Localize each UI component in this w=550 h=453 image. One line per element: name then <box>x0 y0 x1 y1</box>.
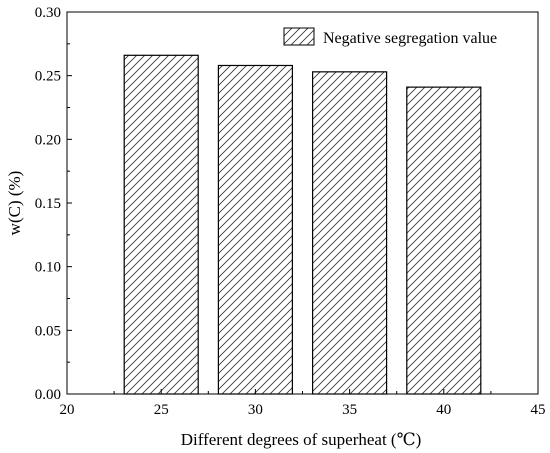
x-tick-label: 25 <box>154 402 169 418</box>
legend-label: Negative segregation value <box>323 30 497 47</box>
y-axis-ticks: 0.00 0.05 0.10 0.15 0.20 0.25 0.30 <box>35 5 72 403</box>
y-axis-label: w(C) (%) <box>5 171 24 236</box>
bar-40 <box>406 86 482 395</box>
y-tick-label: 0.10 <box>35 260 61 276</box>
y-tick-label: 0.05 <box>35 323 61 339</box>
bar-35 <box>312 71 388 395</box>
y-tick-label: 0.00 <box>35 387 61 403</box>
x-tick-label: 35 <box>342 402 357 418</box>
bar-25 <box>123 54 199 395</box>
y-tick-label: 0.15 <box>35 196 61 212</box>
x-tick-label: 20 <box>60 402 75 418</box>
x-axis-ticks: 20 25 30 35 40 45 <box>60 389 546 418</box>
legend: Negative segregation value <box>283 27 497 47</box>
bar-30 <box>217 64 293 395</box>
x-tick-label: 30 <box>248 402 263 418</box>
legend-swatch <box>283 27 315 46</box>
y-tick-label: 0.20 <box>35 132 61 148</box>
x-axis-label: Different degrees of superheat (℃) <box>181 430 422 449</box>
y-tick-label: 0.30 <box>35 5 61 21</box>
x-tick-label: 45 <box>531 402 546 418</box>
y-tick-label: 0.25 <box>35 69 61 85</box>
bars <box>123 54 482 395</box>
x-tick-label: 40 <box>436 402 451 418</box>
